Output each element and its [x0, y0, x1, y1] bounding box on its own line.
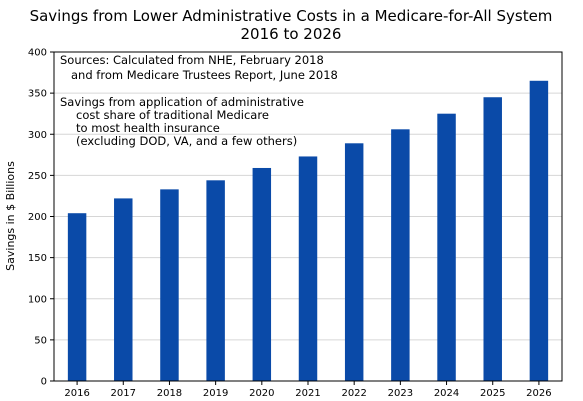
y-tick-label: 300 — [28, 130, 47, 141]
method-line-3: to most health insurance — [76, 121, 220, 135]
x-tick-label: 2023 — [388, 388, 413, 399]
x-tick-label: 2018 — [157, 388, 182, 399]
sources-line-1: Sources: Calculated from NHE, February 2… — [60, 53, 324, 67]
method-line-1: Savings from application of administrati… — [60, 95, 304, 109]
method-line-2: cost share of traditional Medicare — [76, 108, 269, 122]
sources-annotation: Sources: Calculated from NHE, February 2… — [60, 53, 338, 82]
y-axis-label: Savings in $ Billions — [4, 161, 17, 271]
y-tick-label: 250 — [28, 171, 47, 182]
x-tick-label: 2022 — [341, 388, 366, 399]
y-tick-label: 50 — [34, 335, 47, 346]
method-annotation: Savings from application of administrati… — [60, 95, 304, 148]
y-tick-label: 100 — [28, 294, 47, 305]
y-tick-label: 150 — [28, 253, 47, 264]
bar-2016 — [67, 213, 87, 381]
x-tick-label: 2026 — [526, 388, 551, 399]
x-tick-label: 2024 — [434, 388, 459, 399]
y-axis-ticks: 0 50 100 150 200 250 300 350 400 — [28, 48, 54, 388]
y-tick-label: 200 — [28, 212, 47, 223]
bar-2020 — [252, 167, 272, 381]
bar-2023 — [391, 129, 410, 381]
method-line-4: (excluding DOD, VA, and a few others) — [76, 134, 297, 148]
x-tick-label: 2019 — [203, 388, 228, 399]
x-tick-label: 2021 — [295, 388, 320, 399]
sources-line-2: and from Medicare Trustees Report, June … — [71, 68, 338, 82]
bar-2019 — [206, 180, 225, 381]
y-tick-label: 350 — [28, 89, 47, 100]
bar-2017 — [114, 198, 133, 381]
chart-title: Savings from Lower Administrative Costs … — [30, 7, 553, 25]
bar-2026 — [529, 80, 549, 381]
bar-2024 — [437, 113, 456, 381]
bar-2025 — [483, 97, 502, 382]
bar-2022 — [344, 143, 364, 381]
x-tick-label: 2016 — [64, 388, 89, 399]
x-axis-ticks: 2016 2017 2018 2019 2020 2021 2022 2023 2024 2025… — [64, 381, 552, 399]
bars — [67, 80, 549, 382]
bar-2018 — [160, 189, 179, 381]
x-tick-label: 2025 — [480, 388, 505, 399]
x-tick-label: 2020 — [249, 388, 274, 399]
bar-2021 — [298, 156, 318, 381]
y-tick-label: 400 — [28, 48, 47, 59]
chart-subtitle: 2016 to 2026 — [241, 25, 342, 43]
x-tick-label: 2017 — [111, 388, 136, 399]
y-tick-label: 0 — [41, 377, 47, 388]
